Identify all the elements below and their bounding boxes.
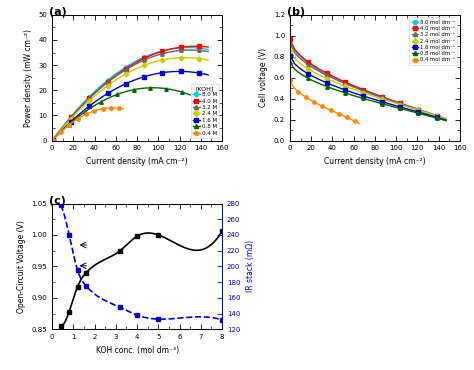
X-axis label: KOH conc. (mol dm⁻³): KOH conc. (mol dm⁻³)	[95, 346, 179, 355]
Y-axis label: IR stack (mΩ): IR stack (mΩ)	[246, 240, 255, 292]
X-axis label: Current density (mA cm⁻²): Current density (mA cm⁻²)	[86, 157, 188, 166]
Legend: 8.0 mol dm⁻³, 4.0 mol dm⁻³, 3.2 mol dm⁻³, 2.4 mol dm⁻³, 1.6 mol dm⁻³, 0.8 mol dm: 8.0 mol dm⁻³, 4.0 mol dm⁻³, 3.2 mol dm⁻³…	[410, 17, 457, 65]
Y-axis label: Open-Circuit Voltage (V): Open-Circuit Voltage (V)	[17, 220, 26, 313]
Text: (b): (b)	[286, 7, 305, 17]
Legend: 8.0 M, 4.0 M, 3.2 M, 2.4 M, 1.6 M, 0.8 M, 0.4 M: 8.0 M, 4.0 M, 3.2 M, 2.4 M, 1.6 M, 0.8 M…	[191, 84, 219, 138]
Y-axis label: Power density (mW cm⁻²): Power density (mW cm⁻²)	[24, 29, 33, 127]
X-axis label: Current density (mA cm⁻²): Current density (mA cm⁻²)	[324, 157, 426, 166]
Text: (a): (a)	[49, 7, 66, 17]
Y-axis label: Cell voltage (V): Cell voltage (V)	[259, 48, 268, 107]
Text: (c): (c)	[49, 196, 65, 206]
